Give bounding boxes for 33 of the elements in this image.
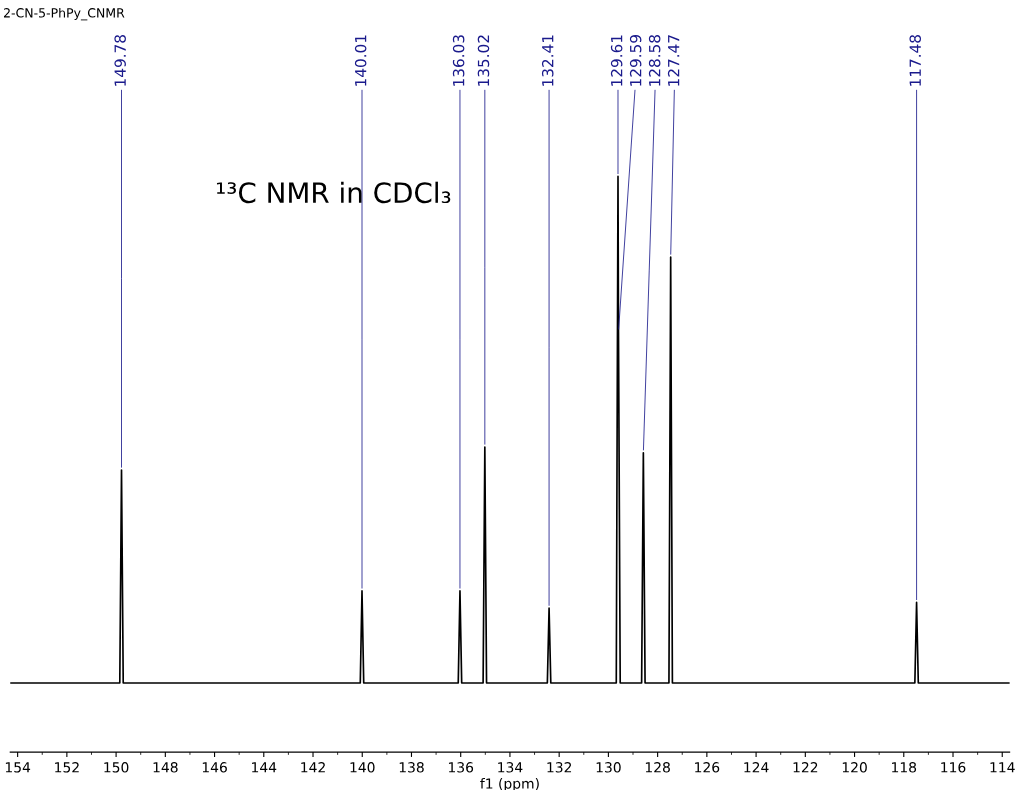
x-tick-label: 124	[744, 762, 769, 773]
annotation: 136.03	[452, 35, 465, 86]
x-tick-label: 130	[596, 762, 621, 773]
annotation: 117.48	[909, 35, 922, 86]
x-tick-label: 134	[498, 762, 523, 773]
x-tick-label: 152	[55, 762, 79, 773]
x-tick-label: 132	[547, 762, 572, 773]
x-tick-label: 150	[104, 762, 129, 773]
x-tick-label: 154	[5, 762, 31, 773]
annotation: 128.58	[648, 35, 661, 86]
annotation: 132.41	[541, 35, 554, 86]
annotation: 127.47	[667, 35, 680, 86]
x-tick-label: 122	[793, 762, 818, 773]
x-tick-label: 128	[645, 762, 670, 773]
x-tick-label: 118	[892, 762, 917, 773]
annotation: 129.61	[610, 35, 623, 86]
x-tick-label: 114	[990, 762, 1015, 773]
x-tick-label: 146	[202, 762, 227, 773]
annotation: 135.02	[477, 35, 490, 86]
x-tick-label: 138	[399, 762, 424, 773]
x-tick-label: 142	[301, 762, 325, 773]
x-tick-label: 144	[252, 762, 277, 773]
x-tick-label: 126	[695, 762, 720, 773]
x-tick-label: 148	[153, 762, 178, 773]
x-tick-label: 136	[448, 762, 474, 773]
annotation: ¹³C NMR in CDCl₃	[216, 181, 451, 204]
annotation: 140.01	[354, 35, 367, 86]
annotation: 149.78	[114, 35, 126, 86]
annotation: 129.59	[629, 35, 642, 86]
x-tick-label: 116	[941, 762, 966, 773]
chart-title: 2-CN-5-PhPy_CNMR	[3, 7, 125, 21]
x-tick-label: 120	[842, 762, 867, 773]
x-tick-label: 140	[350, 762, 375, 773]
